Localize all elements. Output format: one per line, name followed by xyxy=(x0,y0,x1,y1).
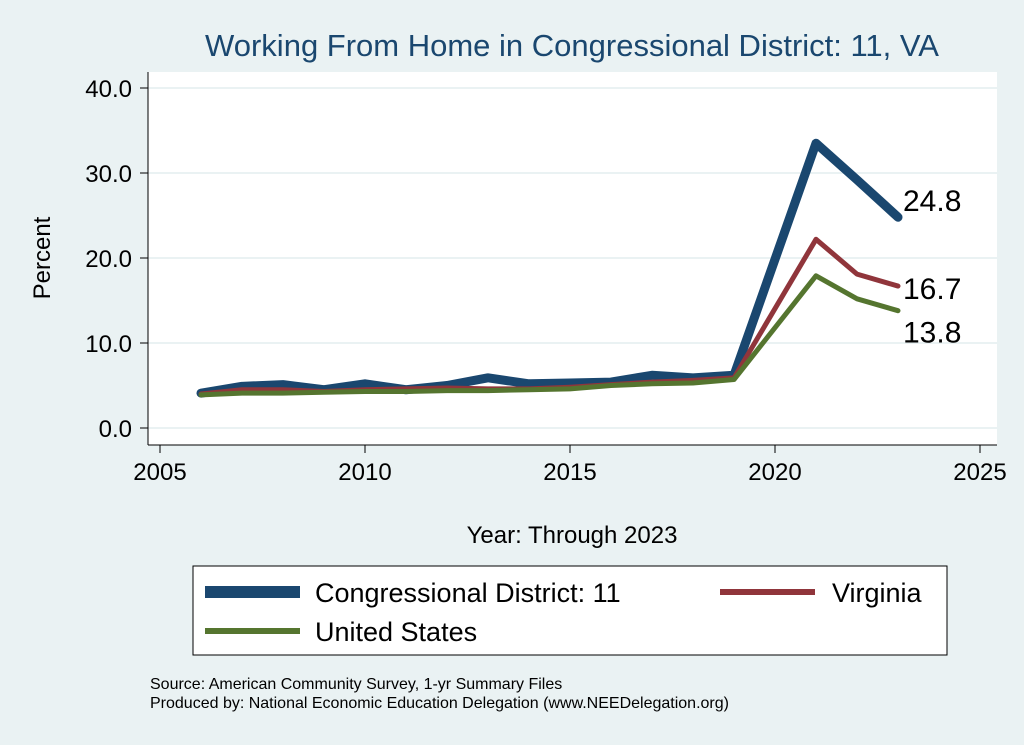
x-tick-label: 2010 xyxy=(338,459,391,486)
x-tick-label: 2025 xyxy=(953,459,1006,486)
source-note: Source: American Community Survey, 1-yr … xyxy=(150,676,562,693)
y-tick-label: 30.0 xyxy=(85,161,132,188)
x-tick-label: 2005 xyxy=(133,459,186,486)
produced-note: Produced by: National Economic Education… xyxy=(150,695,729,712)
y-axis-label: Percent xyxy=(29,216,56,299)
x-tick-label: 2015 xyxy=(543,459,596,486)
end-label: 16.7 xyxy=(903,273,961,306)
y-tick-label: 20.0 xyxy=(85,246,132,273)
x-tick-label: 2020 xyxy=(748,459,801,486)
x-axis-label: Year: Through 2023 xyxy=(467,522,678,549)
chart-title: Working From Home in Congressional Distr… xyxy=(205,28,939,63)
legend-label-0: Congressional District: 11 xyxy=(315,578,621,608)
legend-label-1: Virginia xyxy=(832,578,923,608)
legend-label-2: United States xyxy=(315,617,477,647)
legend xyxy=(192,565,948,656)
end-label: 24.8 xyxy=(903,185,961,218)
y-tick-label: 0.0 xyxy=(99,416,132,443)
y-tick-label: 40.0 xyxy=(85,76,132,103)
end-label: 13.8 xyxy=(903,317,961,350)
y-tick-label: 10.0 xyxy=(85,331,132,358)
